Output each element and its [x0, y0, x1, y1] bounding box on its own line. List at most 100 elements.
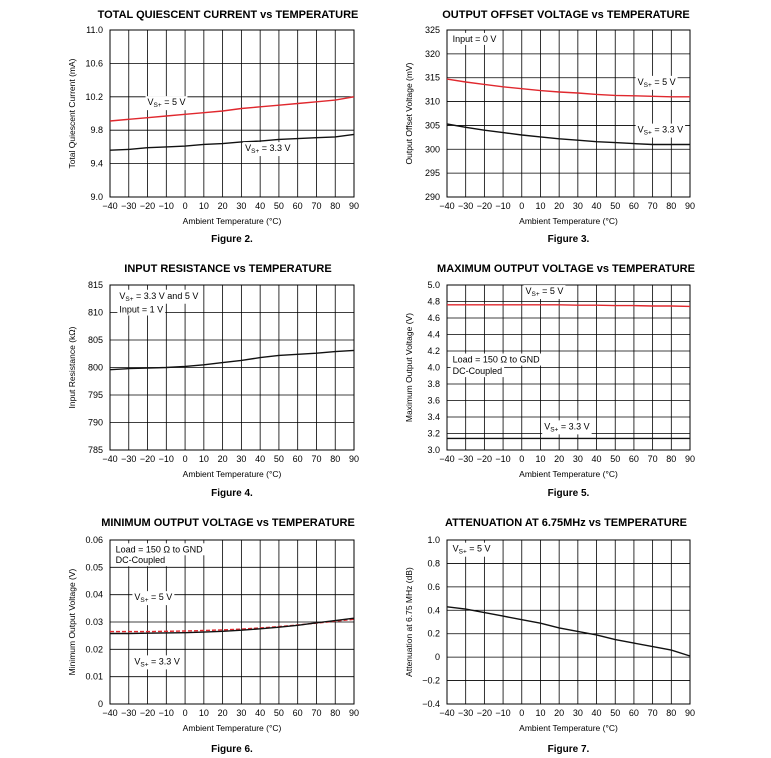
x-tick-label: 30: [236, 454, 246, 464]
y-tick-label: 3.0: [427, 445, 440, 455]
y-tick-label: 790: [88, 418, 103, 428]
x-tick-label: −30: [458, 201, 473, 211]
x-tick-label: 20: [218, 708, 228, 718]
x-tick-label: 60: [629, 708, 639, 718]
chart-annotation: DC-Coupled: [116, 555, 166, 565]
chart-annotation: Load = 150 Ω to GND: [453, 355, 541, 365]
y-tick-label: 0.06: [85, 535, 103, 545]
y-tick-label: 3.4: [427, 412, 440, 422]
x-tick-label: 80: [330, 708, 340, 718]
chart-title: OUTPUT OFFSET VOLTAGE vs TEMPERATURE: [442, 9, 690, 21]
y-tick-label: 795: [88, 390, 103, 400]
x-tick-label: 10: [199, 454, 209, 464]
x-tick-label: −20: [477, 708, 492, 718]
y-tick-label: 0.03: [85, 617, 103, 627]
annotation-background: [113, 543, 206, 556]
x-axis-label: Ambient Temperature (°C): [519, 469, 618, 479]
annotation-background: [243, 142, 293, 157]
series-line-red: [446, 78, 690, 98]
x-tick-label: 60: [293, 454, 303, 464]
y-tick-label: 1.0: [427, 535, 440, 545]
y-tick-label: 800: [88, 363, 103, 373]
y-tick-label: −0.4: [422, 699, 440, 709]
annotation-background: [113, 554, 168, 567]
y-tick-label: 0: [98, 699, 103, 709]
chart-title: MINIMUM OUTPUT VOLTAGE vs TEMPERATURE: [101, 517, 355, 529]
y-tick-label: 11.0: [86, 25, 103, 35]
x-tick-label: −10: [495, 201, 510, 211]
x-tick-label: 20: [554, 454, 564, 464]
x-tick-label: 40: [592, 454, 602, 464]
y-tick-label: 3.2: [427, 429, 440, 439]
x-tick-label: 30: [236, 201, 246, 211]
x-tick-label: 10: [535, 708, 545, 718]
y-tick-label: 320: [425, 49, 440, 59]
x-tick-label: −20: [477, 201, 492, 211]
annotation-background: [450, 542, 493, 557]
x-tick-label: 50: [610, 708, 620, 718]
x-tick-label: 60: [293, 708, 303, 718]
y-tick-label: 310: [425, 97, 440, 107]
x-tick-label: 80: [666, 708, 676, 718]
x-tick-label: 50: [274, 454, 284, 464]
x-tick-label: 0: [183, 708, 188, 718]
y-tick-label: 9.0: [90, 192, 103, 202]
y-axis-label: Output Offset Voltage (mV): [404, 62, 414, 164]
x-tick-label: 0: [519, 454, 524, 464]
x-axis-label: Ambient Temperature (°C): [519, 723, 618, 733]
x-tick-label: −40: [102, 708, 117, 718]
y-tick-label: 0.01: [85, 672, 103, 682]
x-tick-label: −40: [439, 201, 454, 211]
y-tick-label: 300: [425, 144, 440, 154]
y-tick-label: 0.05: [85, 562, 103, 572]
x-tick-label: 80: [330, 201, 340, 211]
y-tick-label: 0.6: [427, 582, 440, 592]
annotation-background: [117, 303, 166, 316]
chart-annotation: Input = 1 V: [119, 305, 163, 315]
x-tick-label: 40: [255, 454, 265, 464]
y-tick-label: 0: [435, 652, 440, 662]
y-tick-label: 4.2: [427, 346, 440, 356]
series-line-black: [109, 133, 355, 151]
x-tick-label: 50: [274, 201, 284, 211]
series-line-red: [109, 96, 355, 122]
chart-5: MAXIMUM OUTPUT VOLTAGE vs TEMPERATURE −40…: [404, 263, 695, 499]
x-tick-label: −10: [495, 454, 510, 464]
x-tick-label: 70: [648, 708, 658, 718]
series-line-black: [110, 617, 355, 635]
chart-annotation: VS+ = 5 V: [638, 77, 676, 89]
x-tick-label: 80: [666, 454, 676, 464]
y-tick-label: 9.8: [90, 125, 103, 135]
y-tick-label: 315: [425, 73, 440, 83]
y-tick-label: 0.4: [427, 605, 440, 615]
x-tick-label: −20: [477, 454, 492, 464]
x-tick-label: −20: [140, 708, 155, 718]
x-tick-label: −40: [439, 454, 454, 464]
x-tick-label: −10: [159, 201, 174, 211]
x-tick-label: 20: [218, 454, 228, 464]
annotation-background: [450, 32, 499, 45]
x-tick-label: −10: [159, 708, 174, 718]
x-tick-label: 40: [592, 201, 602, 211]
y-tick-label: −0.2: [422, 676, 440, 686]
plot-frame: [109, 29, 355, 198]
x-tick-label: −30: [121, 454, 136, 464]
y-axis-label: Total Quiescent Current (mA): [67, 58, 77, 168]
figure-label: Figure 5.: [548, 488, 590, 499]
x-tick-label: 10: [535, 201, 545, 211]
annotation-background: [635, 123, 686, 138]
x-tick-label: −30: [121, 708, 136, 718]
x-tick-label: 30: [573, 708, 583, 718]
y-tick-label: 4.0: [427, 363, 440, 373]
y-tick-label: 295: [425, 168, 440, 178]
x-tick-label: 50: [610, 454, 620, 464]
y-tick-label: 10.6: [85, 58, 103, 68]
x-tick-label: 70: [311, 454, 321, 464]
series-line-black: [446, 606, 691, 657]
y-tick-label: 4.4: [427, 330, 440, 340]
annotation-background: [450, 353, 543, 366]
y-axis-label: Maximum Output Voltage (V): [404, 313, 414, 422]
annotation-background: [542, 420, 592, 435]
x-tick-label: 0: [183, 201, 188, 211]
y-axis-label: Minimum Output Voltage (V): [67, 568, 77, 675]
